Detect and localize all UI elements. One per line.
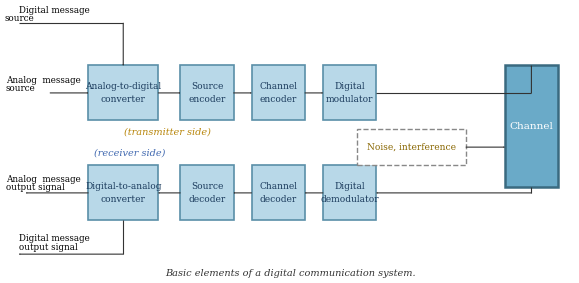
FancyBboxPatch shape [251,166,305,220]
Text: Source
decoder: Source decoder [188,182,226,204]
Text: Digital
modulator: Digital modulator [326,82,373,104]
Text: output signal: output signal [6,183,65,192]
FancyBboxPatch shape [88,65,158,120]
Text: source: source [4,14,34,23]
FancyBboxPatch shape [251,65,305,120]
Text: Source
encoder: Source encoder [188,82,226,104]
FancyBboxPatch shape [323,166,376,220]
Text: Analog  message: Analog message [6,76,80,85]
Text: Digital
demodulator: Digital demodulator [320,182,379,204]
Text: (transmitter side): (transmitter side) [123,127,210,136]
Text: Noise, interference: Noise, interference [367,143,456,152]
Text: Digital message: Digital message [19,234,90,243]
FancyBboxPatch shape [505,65,558,186]
Text: Channel
decoder: Channel decoder [259,182,297,204]
Text: Analog-to-digital
converter: Analog-to-digital converter [85,82,162,104]
FancyBboxPatch shape [357,129,466,166]
Text: Analog  message: Analog message [6,175,80,184]
Text: Channel
encoder: Channel encoder [259,82,297,104]
FancyBboxPatch shape [180,166,234,220]
Text: output signal: output signal [19,243,78,252]
Text: Digital message: Digital message [19,6,90,15]
Text: (receiver side): (receiver side) [94,148,165,157]
Text: Basic elements of a digital communication system.: Basic elements of a digital communicatio… [166,269,416,278]
FancyBboxPatch shape [180,65,234,120]
FancyBboxPatch shape [323,65,376,120]
FancyBboxPatch shape [88,166,158,220]
Text: Channel: Channel [510,121,554,130]
Text: Digital-to-analog
converter: Digital-to-analog converter [85,182,162,204]
Text: source: source [6,84,36,93]
